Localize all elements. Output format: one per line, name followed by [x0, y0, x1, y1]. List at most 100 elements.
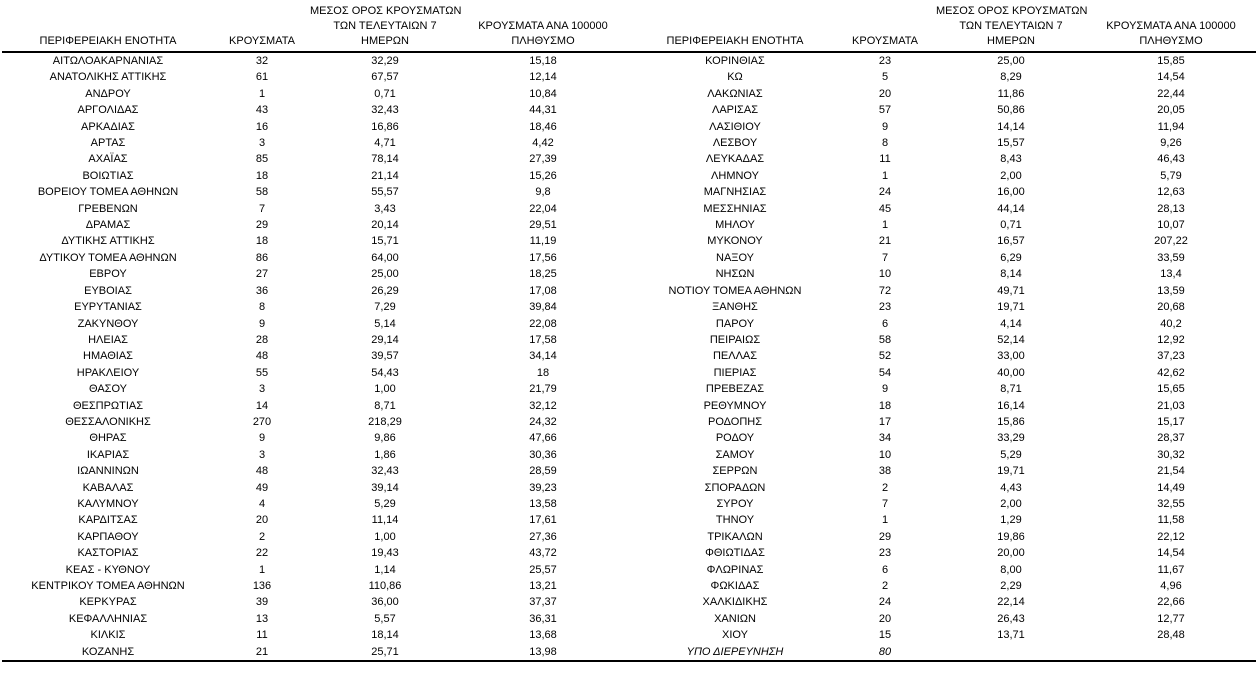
region-cell: ΥΠΟ ΔΙΕΡΕΥΝΗΣΗ [686, 645, 784, 658]
cases-cell: 1 [258, 87, 266, 100]
column-spacer [626, 627, 636, 643]
cases-cell: 34 [878, 432, 892, 445]
cases-cell: 16 [255, 120, 269, 133]
avg7-cell: 33,29 [997, 432, 1025, 445]
column-spacer [626, 102, 636, 118]
region-cell: ΑΙΤΩΛΟΑΚΑΡΝΑΝΙΑΣ [52, 55, 164, 67]
cases-cell: 270 [252, 415, 272, 428]
region-cell: ΚΕΑΣ - ΚΥΘΝΟΥ [65, 563, 151, 576]
column-spacer [626, 529, 636, 545]
region-cell: ΚΕΝΤΡΙΚΟΥ ΤΟΜΕΑ ΑΘΗΝΩΝ [31, 580, 185, 592]
region-cell: ΡΟΔΟΥ [715, 432, 755, 445]
per100k-cell: 34,14 [529, 350, 557, 363]
cases-cell: 20 [878, 612, 892, 625]
cases-cell: 3 [258, 383, 266, 396]
per100k-cell: 21,03 [1157, 399, 1185, 412]
region-cell: ΧΑΝΙΩΝ [714, 612, 756, 625]
per100k-cell: 30,32 [1157, 448, 1185, 461]
table-row: ΚΕΝΤΡΙΚΟΥ ΤΟΜΕΑ ΑΘΗΝΩΝ 136 110,86 13,21 ΦΩΚΙ… [2, 578, 1256, 594]
table-row: ΚΕΑΣ - ΚΥΘΝΟΥ 1 1,14 25,57 ΦΛΩΡΙΝΑΣ 6 8,00 11,6… [2, 562, 1256, 578]
region-cell: ΑΡΤΑΣ [90, 137, 126, 150]
cases-cell: 1 [881, 169, 889, 182]
region-cell: ΓΡΕΒΕΝΩΝ [78, 202, 138, 215]
column-spacer [626, 52, 636, 69]
cases-cell: 7 [881, 251, 889, 264]
column-spacer [626, 86, 636, 102]
per100k-cell: 9,26 [1160, 137, 1182, 150]
header-per100k-line1: ΚΡΟΥΣΜΑΤΑ ΑΝΑ 100000 [478, 20, 608, 32]
per100k-cell: 12,14 [529, 71, 557, 84]
avg7-cell: 8,00 [1000, 563, 1022, 576]
region-cell: ΗΛΕΙΑΣ [88, 333, 128, 346]
per100k-cell: 12,63 [1157, 186, 1185, 199]
region-cell: ΘΑΣΟΥ [88, 383, 128, 396]
avg7-cell: 22,14 [997, 596, 1025, 609]
per100k-cell: 27,36 [529, 530, 557, 543]
avg7-cell: 11,14 [371, 514, 399, 527]
region-cell: ΘΕΣΣΑΛΟΝΙΚΗΣ [65, 415, 151, 428]
region-cell: ΠΕΙΡΑΙΩΣ [709, 333, 761, 346]
avg7-cell: 54,43 [371, 366, 399, 379]
region-cell: ΞΑΝΘΗΣ [712, 301, 758, 314]
table-row: ΘΑΣΟΥ 3 1,00 21,79 ΠΡΕΒΕΖΑΣ 9 8,71 15,65 [2, 381, 1256, 397]
cases-cell: 6 [881, 317, 889, 330]
cases-cell: 58 [255, 186, 269, 199]
region-cell: ΣΠΟΡΑΔΩΝ [704, 481, 766, 494]
per100k-cell: 47,66 [529, 432, 557, 445]
table-row: ΗΜΑΘΙΑΣ 48 39,57 34,14 ΠΕΛΛΑΣ 52 33,00 37,23 [2, 348, 1256, 364]
region-cell: ΠΕΛΛΑΣ [712, 350, 758, 363]
region-cell: ΣΑΜΟΥ [715, 448, 755, 461]
per100k-cell: 28,59 [529, 465, 557, 478]
cases-cell: 10 [878, 448, 892, 461]
header-per100k-right: ΚΡΟΥΣΜΑΤΑ ΑΝΑ 100000 ΠΛΗΘΥΣΜΟ [1086, 4, 1256, 53]
table-row: ΓΡΕΒΕΝΩΝ 7 3,43 22,04 ΜΕΣΣΗΝΙΑΣ 45 44,14 28,13 [2, 201, 1256, 217]
cases-cell: 5 [881, 71, 889, 84]
header-avg7-line2: ΤΩΝ ΤΕΛΕΥΤΑΙΩΝ 7 [959, 20, 1063, 32]
cases-cell: 49 [255, 481, 269, 494]
avg7-cell: 33,00 [997, 350, 1025, 363]
cases-cell: 24 [878, 186, 892, 199]
per100k-cell: 30,36 [529, 448, 557, 461]
column-spacer [626, 316, 636, 332]
per100k-cell: 4,96 [1160, 580, 1182, 592]
avg7-cell: 19,43 [371, 547, 399, 560]
cases-cell: 27 [255, 268, 269, 281]
avg7-cell: 4,71 [374, 137, 396, 150]
table-row: ΖΑΚΥΝΘΟΥ 9 5,14 22,08 ΠΑΡΟΥ 6 4,14 40,2 [2, 316, 1256, 332]
header-region-left: ΠΕΡΙΦΕΡΕΙΑΚΗ ΕΝΟΤΗΤΑ [2, 4, 214, 53]
region-cell: ΜΕΣΣΗΝΙΑΣ [703, 202, 767, 215]
table-row: ΕΥΡΥΤΑΝΙΑΣ 8 7,29 39,84 ΞΑΝΘΗΣ 23 19,71 20,68 [2, 299, 1256, 315]
per100k-cell: 18,25 [529, 268, 557, 281]
per100k-cell: 21,79 [529, 383, 557, 396]
per100k-cell: 15,65 [1157, 383, 1185, 396]
cases-cell: 28 [255, 333, 269, 346]
per100k-cell: 20,05 [1157, 104, 1185, 117]
column-spacer [626, 184, 636, 200]
cases-cell: 54 [878, 366, 892, 379]
cases-cell: 9 [258, 432, 266, 445]
table-row: ΙΩΑΝΝΙΝΩΝ 48 32,43 28,59 ΣΕΡΡΩΝ 38 19,71 21,54 [2, 463, 1256, 479]
per100k-cell: 22,66 [1157, 596, 1185, 609]
avg7-cell: 25,00 [371, 268, 399, 281]
avg7-cell: 5,29 [1000, 448, 1022, 461]
per100k-cell: 27,39 [529, 153, 557, 166]
cases-cell: 2 [258, 530, 266, 543]
region-cell: ΒΟΡΕΙΟΥ ΤΟΜΕΑ ΑΘΗΝΩΝ [37, 186, 179, 199]
avg7-cell: 5,14 [374, 317, 396, 330]
region-cell: ΚΕΡΚΥΡΑΣ [79, 596, 137, 609]
column-spacer [626, 119, 636, 135]
region-cell: ΣΥΡΟΥ [716, 497, 754, 510]
table-row: ΚΑΛΥΜΝΟΥ 4 5,29 13,58 ΣΥΡΟΥ 7 2,00 32,55 [2, 496, 1256, 512]
region-cell: ΖΑΚΥΝΘΟΥ [77, 317, 139, 330]
header-cases-right: ΚΡΟΥΣΜΑΤΑ [834, 4, 936, 53]
per100k-cell: 11,58 [1157, 514, 1185, 527]
per100k-cell: 15,85 [1157, 55, 1185, 67]
column-spacer [626, 398, 636, 414]
per100k-cell: 39,23 [529, 481, 557, 494]
per100k-cell: 15,17 [1157, 415, 1185, 428]
cases-cell: 48 [255, 350, 269, 363]
per100k-cell: 17,08 [529, 284, 557, 297]
per100k-cell: 37,37 [529, 596, 557, 609]
column-spacer [626, 201, 636, 217]
